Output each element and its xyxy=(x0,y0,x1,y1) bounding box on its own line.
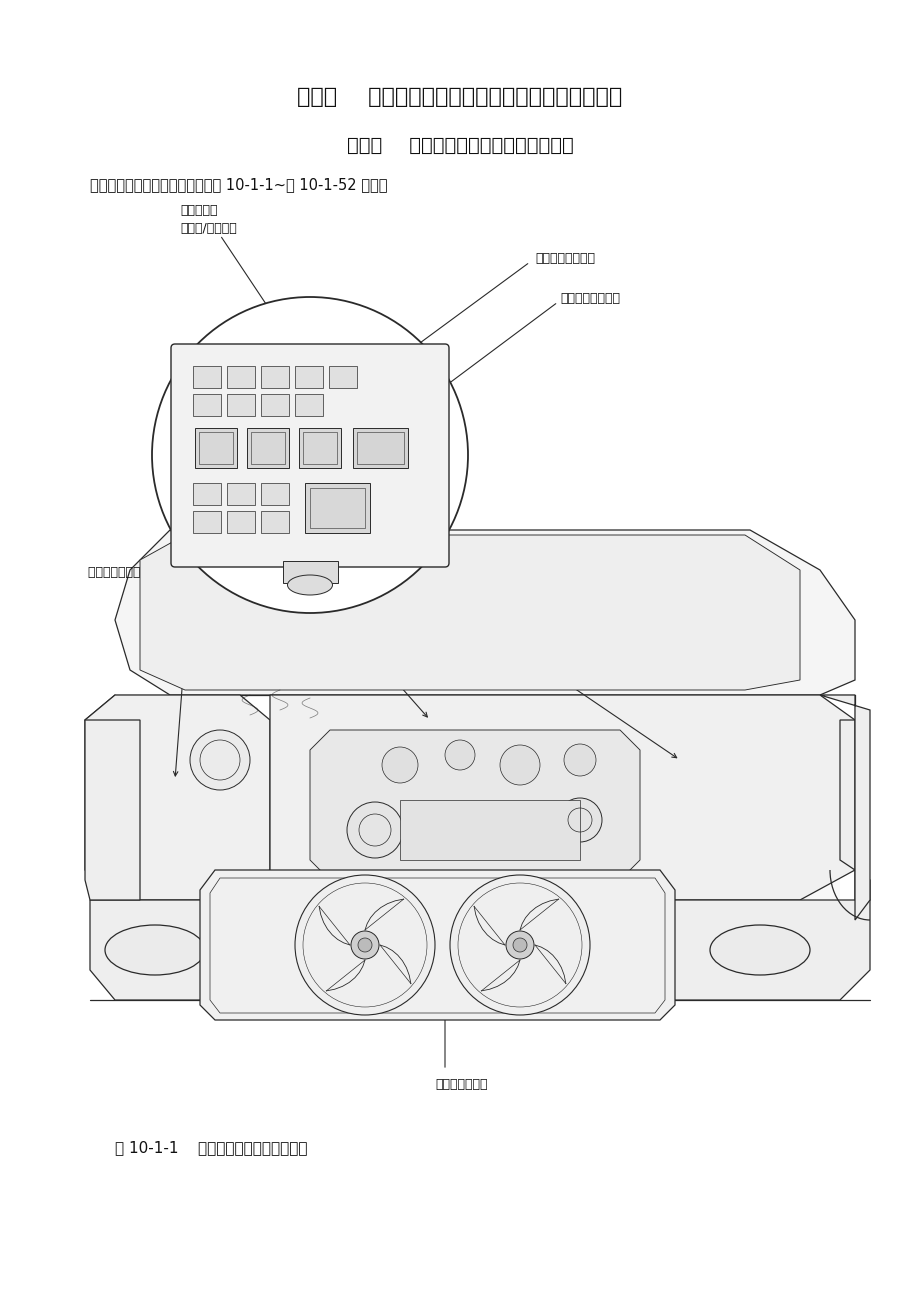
FancyBboxPatch shape xyxy=(171,344,448,566)
Bar xyxy=(400,799,579,861)
Circle shape xyxy=(558,798,601,842)
Bar xyxy=(302,432,336,464)
Circle shape xyxy=(563,743,596,776)
Text: 散热器风扇继电器: 散热器风扇继电器 xyxy=(560,292,619,305)
Polygon shape xyxy=(90,900,869,1000)
Bar xyxy=(299,428,341,467)
Ellipse shape xyxy=(287,575,332,595)
Circle shape xyxy=(357,937,371,952)
Circle shape xyxy=(295,875,435,1016)
Text: 散热器风扇开关 B: 散热器风扇开关 B xyxy=(88,565,153,578)
Bar xyxy=(195,428,237,467)
Bar xyxy=(261,483,289,505)
Bar xyxy=(359,915,560,980)
Circle shape xyxy=(505,931,533,960)
Bar xyxy=(283,561,337,583)
Circle shape xyxy=(351,931,379,960)
Circle shape xyxy=(513,937,527,952)
Bar xyxy=(305,483,369,533)
Ellipse shape xyxy=(709,924,809,975)
Text: 图 10-1-1    风扇控制系统各部件位置图: 图 10-1-1 风扇控制系统各部件位置图 xyxy=(115,1141,307,1155)
Bar xyxy=(193,366,221,388)
Bar xyxy=(251,432,285,464)
Text: 散热器风扇电机: 散热器风扇电机 xyxy=(435,1078,487,1091)
Circle shape xyxy=(381,747,417,783)
Bar xyxy=(295,395,323,417)
Polygon shape xyxy=(269,695,854,900)
Polygon shape xyxy=(199,870,675,1019)
Text: 熔断丝/继电器盒: 熔断丝/继电器盒 xyxy=(180,221,236,234)
Text: 第一节    广州本田轿车电气元器件位置图: 第一节 广州本田轿车电气元器件位置图 xyxy=(346,135,573,155)
Bar xyxy=(261,366,289,388)
Circle shape xyxy=(449,875,589,1016)
Text: 散热器风扇开关 A: 散热器风扇开关 A xyxy=(517,629,583,642)
Bar xyxy=(227,510,255,533)
Bar xyxy=(357,432,403,464)
Bar xyxy=(193,395,221,417)
Bar xyxy=(329,366,357,388)
Text: 广州本田轿车电气元器件位置如图 10-1-1~图 10-1-52 所示。: 广州本田轿车电气元器件位置如图 10-1-1~图 10-1-52 所示。 xyxy=(90,177,387,193)
Polygon shape xyxy=(140,535,800,690)
Text: 冷凝器风扇继电器: 冷凝器风扇继电器 xyxy=(535,251,595,264)
Polygon shape xyxy=(115,530,854,695)
Circle shape xyxy=(190,730,250,790)
Bar xyxy=(193,483,221,505)
Bar xyxy=(310,488,365,529)
Bar xyxy=(199,432,233,464)
Circle shape xyxy=(346,802,403,858)
Polygon shape xyxy=(85,720,140,900)
Bar xyxy=(193,510,221,533)
Polygon shape xyxy=(819,695,869,921)
Bar xyxy=(261,510,289,533)
Bar xyxy=(261,395,289,417)
Circle shape xyxy=(499,745,539,785)
Bar xyxy=(227,395,255,417)
Polygon shape xyxy=(85,695,269,900)
Bar xyxy=(353,428,407,467)
Bar xyxy=(227,366,255,388)
Bar xyxy=(246,428,289,467)
Polygon shape xyxy=(300,905,619,990)
Polygon shape xyxy=(310,730,640,880)
Polygon shape xyxy=(839,720,869,900)
Bar xyxy=(295,366,323,388)
Circle shape xyxy=(445,740,474,769)
Bar xyxy=(227,483,255,505)
Text: 第十章    广州本田轿车电气元器件位置与电气线路图: 第十章 广州本田轿车电气元器件位置与电气线路图 xyxy=(297,87,622,107)
Circle shape xyxy=(152,297,468,613)
Polygon shape xyxy=(140,720,839,900)
Ellipse shape xyxy=(105,924,205,975)
Text: 发动机盖下: 发动机盖下 xyxy=(180,203,217,216)
